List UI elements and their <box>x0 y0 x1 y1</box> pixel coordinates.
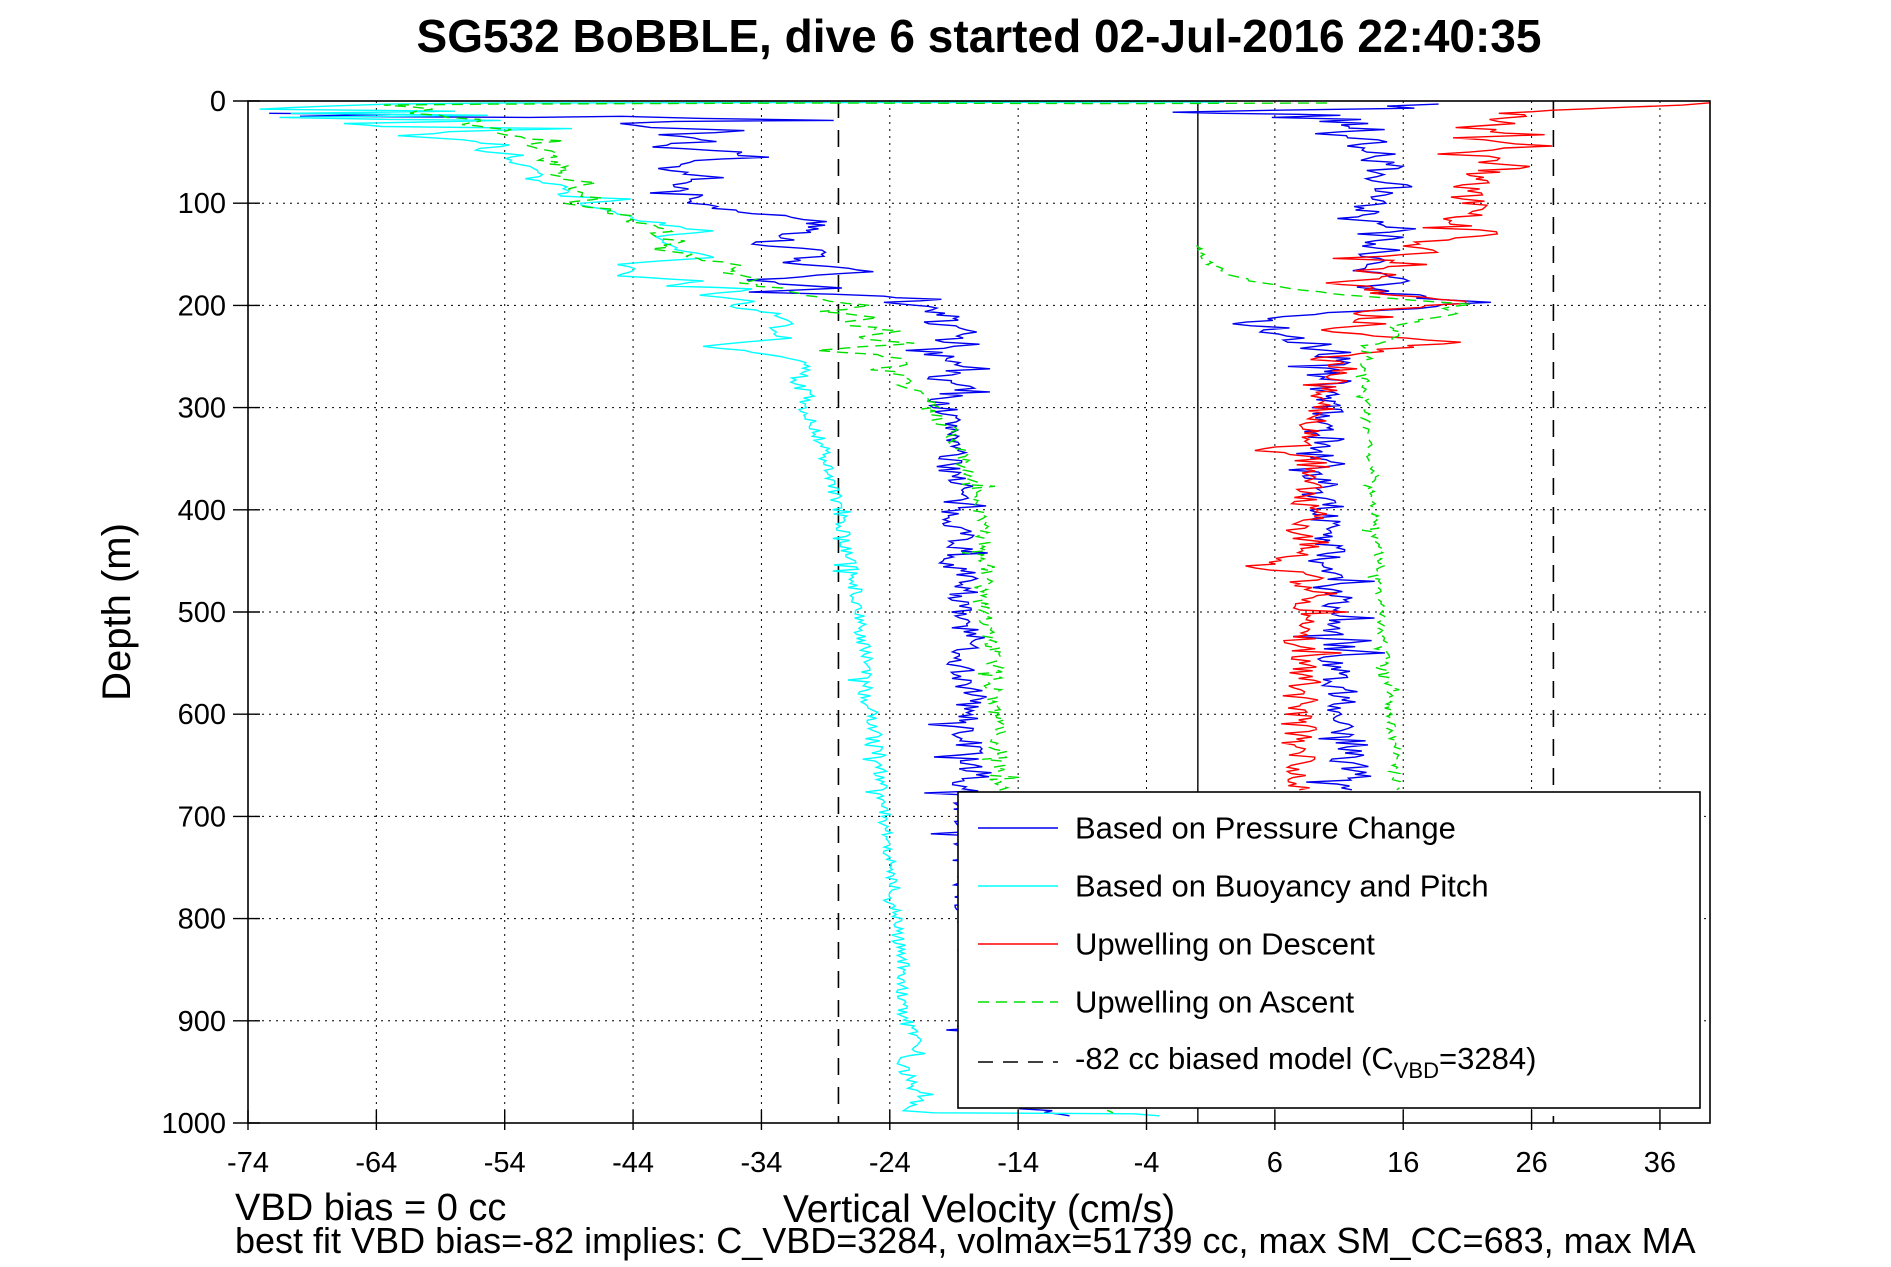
x-tick-label: -14 <box>997 1147 1039 1179</box>
y-tick-label: 300 <box>178 393 226 425</box>
series-upwelling-on-ascent-descent-side <box>383 102 1327 1114</box>
legend-label-biased-model-sub: VBD <box>1394 1058 1439 1083</box>
legend-label-biased-model-post: =3284) <box>1439 1041 1536 1076</box>
x-tick-label: -74 <box>227 1147 269 1179</box>
y-tick-label: 400 <box>178 495 226 527</box>
axis-ticks <box>233 100 1661 1130</box>
y-tick-label: 900 <box>178 1006 226 1038</box>
series-based-on-buoyancy-and-pitch-descent <box>259 101 1225 1117</box>
x-tick-label: -24 <box>869 1147 911 1179</box>
y-tick-label: 100 <box>178 188 226 220</box>
data-series <box>259 101 1710 1117</box>
x-tick-label: 6 <box>1267 1147 1283 1179</box>
x-tick-label: -54 <box>484 1147 526 1179</box>
y-tick-label: 800 <box>178 904 226 936</box>
legend-label-buoyancy-pitch: Based on Buoyancy and Pitch <box>1075 869 1489 904</box>
y-tick-label: 600 <box>178 699 226 731</box>
x-tick-label: -34 <box>740 1147 782 1179</box>
vbd-bias-annotation: VBD bias = 0 cc <box>235 1187 506 1229</box>
best-fit-annotation: best fit VBD bias=-82 implies: C_VBD=328… <box>235 1220 1696 1261</box>
chart-title: SG532 BoBBLE, dive 6 started 02-Jul-2016… <box>417 10 1542 62</box>
y-tick-label: 500 <box>178 597 226 629</box>
x-tick-label: 26 <box>1515 1147 1547 1179</box>
y-tick-label: 1000 <box>161 1108 226 1140</box>
legend-label-upwelling-ascent: Upwelling on Ascent <box>1075 985 1355 1020</box>
series-upwelling-on-ascent-ascent-side <box>1193 244 1472 791</box>
series-based-on-pressure-change-descent <box>269 112 1070 1117</box>
x-tick-label: -64 <box>355 1147 397 1179</box>
y-tick-labels: 0 100 200 300 400 500 600 700 800 900 1000 <box>161 86 226 1140</box>
legend-box <box>957 791 1701 1109</box>
series-upwelling-on-descent-descent <box>1245 102 1710 791</box>
x-tick-labels: -74 -64 -54 -44 -34 -24 -14 -4 6 16 26 36 <box>227 1147 1676 1179</box>
x-tick-label: -44 <box>612 1147 654 1179</box>
x-axis-label: Vertical Velocity (cm/s) <box>783 1188 1175 1231</box>
legend: Based on Pressure Change Based on Buoyan… <box>957 791 1701 1109</box>
legend-line-samples <box>978 827 1058 1063</box>
y-tick-label: 0 <box>210 86 226 118</box>
y-tick-label: 200 <box>178 290 226 322</box>
legend-label-biased-model: -82 cc biased model (CVBD=3284) <box>1075 1041 1536 1083</box>
y-axis-label: Depth (m) <box>95 523 139 701</box>
legend-label-pressure-change: Based on Pressure Change <box>1075 811 1456 846</box>
legend-label-upwelling-descent: Upwelling on Descent <box>1075 927 1375 962</box>
x-tick-label: 16 <box>1387 1147 1419 1179</box>
series-based-on-pressure-change-ascent <box>1172 103 1491 791</box>
x-tick-label: 36 <box>1644 1147 1676 1179</box>
legend-label-biased-model-pre: -82 cc biased model (C <box>1075 1041 1394 1076</box>
y-tick-label: 700 <box>178 801 226 833</box>
x-tick-label: -4 <box>1134 1147 1160 1179</box>
